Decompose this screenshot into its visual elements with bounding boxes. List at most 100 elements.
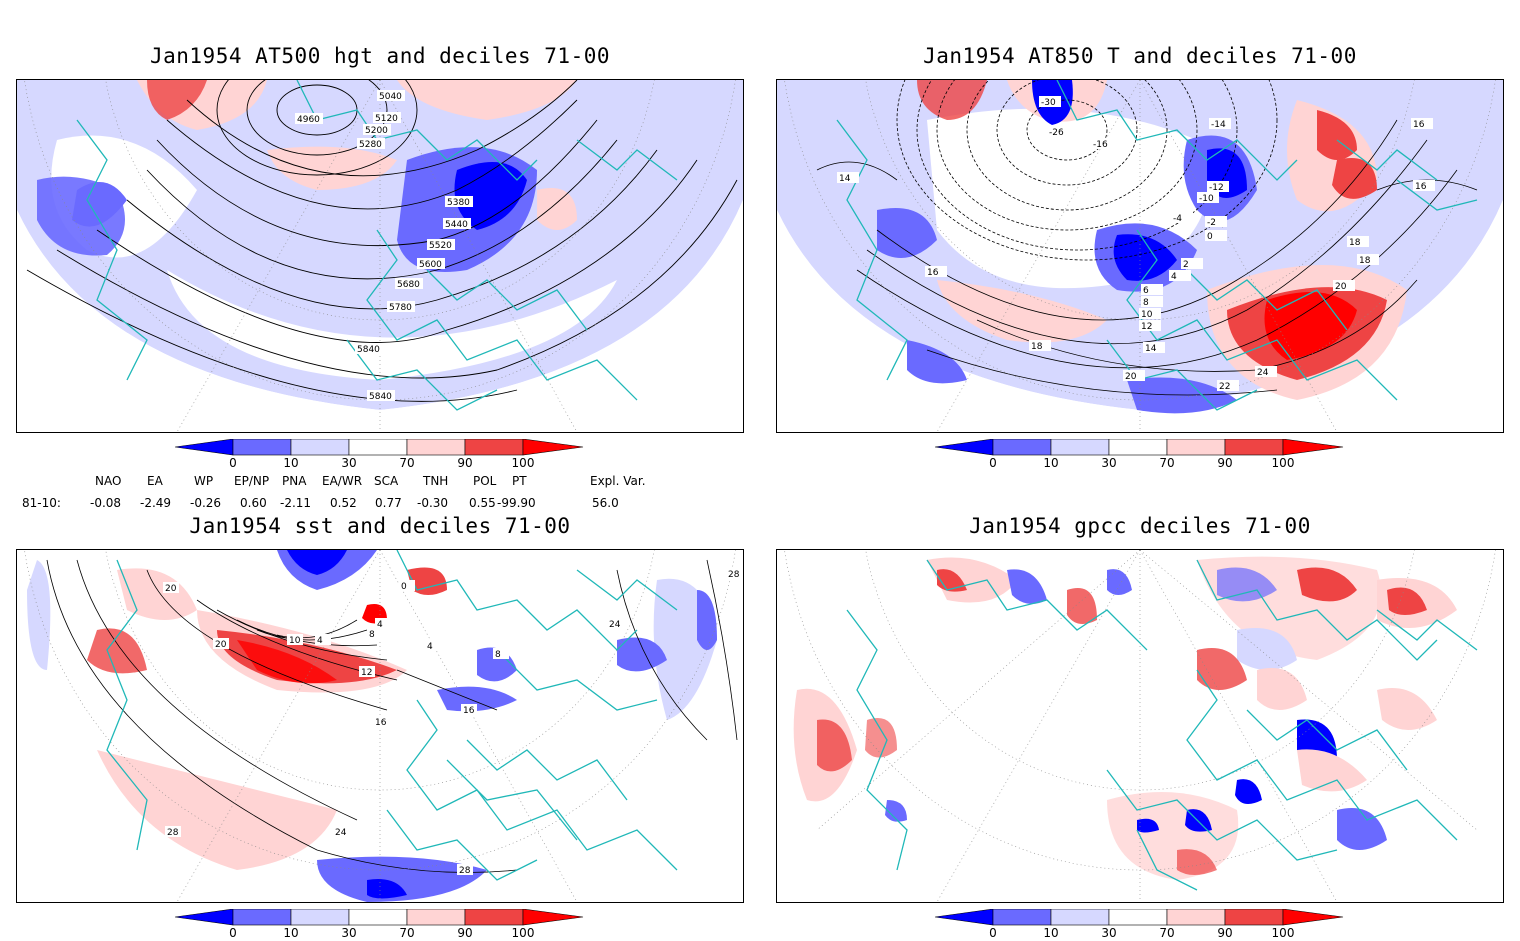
colorbar-tick: 90: [1217, 926, 1233, 940]
contour-label: 5440: [445, 220, 468, 230]
contour-label: 20: [215, 640, 227, 650]
contour-label: 8: [369, 630, 375, 640]
colorbar-tick: 10: [1043, 456, 1059, 470]
colorbar-tick: 100: [511, 456, 535, 470]
colorbar-tick: 0: [229, 926, 237, 940]
contour-label: 5040: [379, 92, 402, 102]
panel-title-at850: Jan1954 AT850 T and deciles 71-00: [923, 44, 1357, 68]
contour-label: 20: [1335, 282, 1347, 292]
index-value: -2.49: [140, 496, 172, 510]
map-panel-sst[interactable]: 20 20 4 8 10 4 12 16 16 24 28 28 28 24 0…: [16, 549, 744, 903]
contour-label: 5780: [389, 303, 412, 313]
contour-label: 4960: [297, 115, 320, 125]
colorbar-legend: 0 10 30 70 90 100: [174, 908, 585, 941]
index-header: SCA: [374, 474, 399, 488]
colorbar-tick: 0: [989, 926, 997, 940]
contour-label: 24: [1257, 368, 1269, 378]
contour-label: 28: [167, 828, 179, 838]
contour-label: 5840: [357, 345, 380, 355]
index-header: EP/NP: [234, 474, 270, 488]
contour-label: 5280: [359, 140, 382, 150]
index-header: EA: [147, 474, 163, 488]
contour-label: 5200: [365, 126, 388, 136]
contour-label: 5380: [447, 198, 470, 208]
contour-label: 5520: [429, 241, 452, 251]
panel-title-sst: Jan1954 sst and deciles 71-00: [189, 514, 571, 538]
colorbar-legend: 0 10 30 70 90 100: [934, 908, 1345, 941]
contour-label: 18: [1349, 238, 1361, 248]
contour-label: 6: [1143, 286, 1149, 296]
index-value: 0.55: [469, 496, 496, 510]
contour-label: 18: [1359, 256, 1371, 266]
colorbar-tick: 90: [457, 456, 473, 470]
contour-label: -2: [1207, 218, 1216, 228]
index-header: NAO: [95, 474, 122, 488]
colorbar-tick: 30: [341, 926, 357, 940]
contour-label: 16: [1413, 120, 1425, 130]
contour-label: 5840: [369, 392, 392, 402]
contour-label: 5120: [375, 114, 398, 124]
contour-label: 10: [289, 636, 301, 646]
index-header: Expl. Var.: [590, 474, 646, 488]
colorbar-tick: 70: [399, 456, 415, 470]
contour-label: 5600: [419, 260, 442, 270]
contour-label: 18: [1031, 342, 1043, 352]
index-header: EA/WR: [322, 474, 363, 488]
contour-label: 5680: [397, 280, 420, 290]
index-value: -0.26: [190, 496, 222, 510]
contour-label: 24: [609, 620, 621, 630]
contour-label: -14: [1211, 120, 1226, 130]
contour-label: 4: [317, 636, 323, 646]
colorbar-tick: 0: [989, 456, 997, 470]
index-header: WP: [194, 474, 214, 488]
contour-label: 0: [1207, 232, 1213, 242]
colorbar-tick: 70: [1159, 926, 1175, 940]
contour-label: 4: [1171, 272, 1177, 282]
map-panel-gpcc[interactable]: [776, 549, 1504, 903]
contour-label: 14: [839, 174, 851, 184]
index-value: -0.30: [417, 496, 449, 510]
contour-label: -16: [1093, 140, 1108, 150]
index-value: 0.60: [240, 496, 267, 510]
map-panel-at500[interactable]: 5040 4960 5120 5200 5280 5380 5440 5520 …: [16, 79, 744, 433]
contour-label: 14: [1145, 344, 1157, 354]
contour-label: -26: [1049, 128, 1064, 138]
index-value: -0.08: [90, 496, 122, 510]
index-value: -2.11: [280, 496, 312, 510]
contour-label: 12: [1141, 322, 1152, 332]
contour-label: 0: [401, 582, 407, 592]
panel-title-at500: Jan1954 AT500 hgt and deciles 71-00: [149, 44, 610, 68]
colorbar-tick: 90: [457, 926, 473, 940]
contour-label: 20: [165, 584, 177, 594]
colorbar-tick: 30: [1101, 456, 1117, 470]
contour-label: 16: [1415, 182, 1427, 192]
contour-label: 20: [1125, 372, 1137, 382]
colorbar-tick: 10: [283, 926, 299, 940]
map-panel-at850[interactable]: -30 -26 -16 -14 -12 -10 -4 -2 0 2 4 6 8 …: [776, 79, 1504, 433]
contour-label: 12: [361, 668, 372, 678]
index-value: 56.0: [592, 496, 619, 510]
colorbar-legend: 0 10 30 70 90 100: [934, 438, 1345, 471]
contour-label: 8: [1143, 298, 1149, 308]
contour-label: 16: [463, 706, 475, 716]
contour-label: -4: [1173, 214, 1182, 224]
colorbar-tick: 0: [229, 456, 237, 470]
contour-label: 16: [375, 718, 387, 728]
index-row-label: 81-10:: [22, 496, 61, 510]
index-value: 0.77: [375, 496, 402, 510]
contour-label: 24: [335, 828, 347, 838]
index-value: 0.52: [330, 496, 357, 510]
colorbar-tick: 30: [341, 456, 357, 470]
contour-label: 22: [1219, 382, 1230, 392]
contour-label: 10: [1141, 310, 1153, 320]
colorbar-tick: 100: [1271, 926, 1295, 940]
contour-label: 28: [728, 570, 740, 580]
colorbar-tick: 100: [1271, 456, 1295, 470]
colorbar-tick: 30: [1101, 926, 1117, 940]
index-header: PT: [512, 474, 527, 488]
contour-label: 28: [459, 866, 471, 876]
contour-label: 4: [377, 620, 383, 630]
colorbar-tick: 70: [399, 926, 415, 940]
index-header: TNH: [423, 474, 449, 488]
contour-label: 8: [495, 650, 501, 660]
